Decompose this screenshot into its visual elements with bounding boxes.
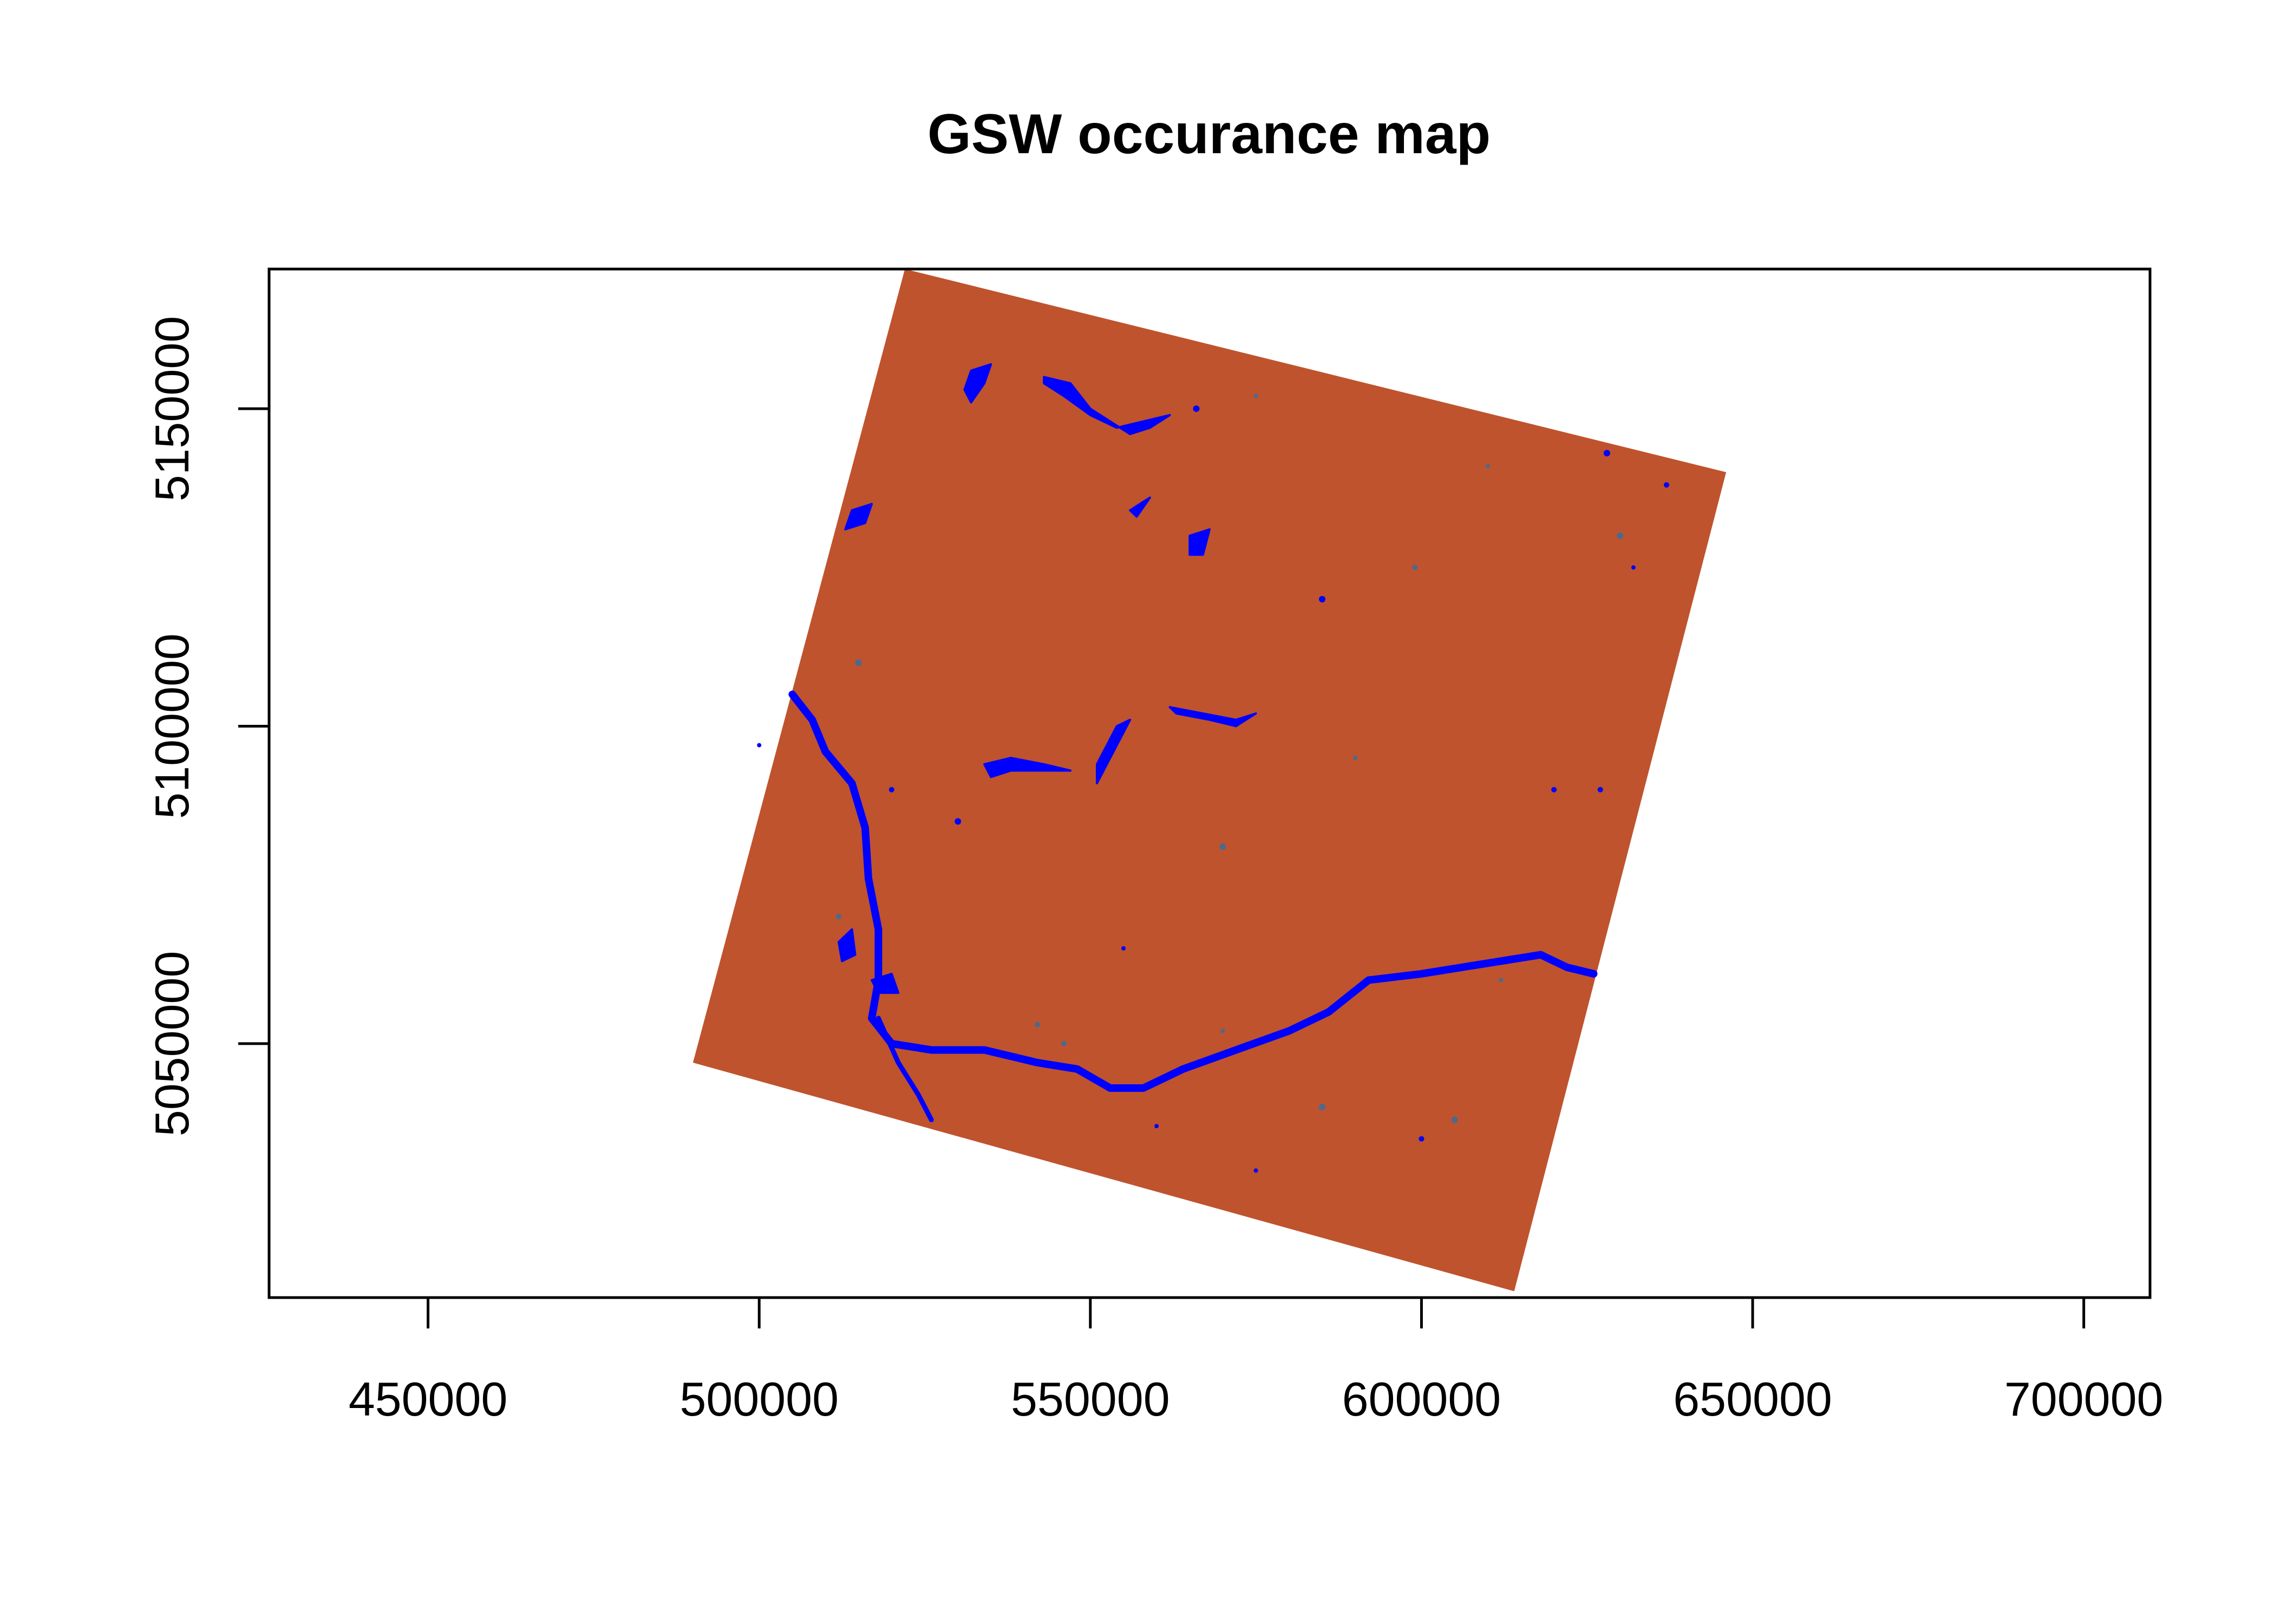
lake-water <box>1168 706 1257 728</box>
river-water <box>875 1016 934 1123</box>
lake-water <box>1096 718 1132 784</box>
water-speck <box>888 787 894 793</box>
x-tick-label: 450000 <box>349 1372 508 1426</box>
lake-water <box>844 503 873 531</box>
x-tick-label: 700000 <box>2004 1372 2164 1426</box>
water-speck <box>1061 1040 1067 1046</box>
water-speck <box>1664 482 1669 488</box>
water-speck <box>1412 565 1418 571</box>
y-tick-label: 5100000 <box>145 633 199 819</box>
water-speck <box>955 818 962 825</box>
water-speck <box>855 659 862 666</box>
water-speck <box>1551 787 1557 793</box>
water-speck <box>1499 978 1504 983</box>
x-tick-label: 550000 <box>1011 1372 1170 1426</box>
map-title: GSW occurance map <box>927 103 1491 166</box>
land-raster-footprint <box>692 269 1727 1292</box>
water-speck <box>1451 1116 1458 1123</box>
water-speck <box>1253 1168 1258 1173</box>
plot-region <box>692 269 1727 1292</box>
water-speck <box>1603 450 1610 457</box>
water-speck <box>1220 1029 1225 1033</box>
water-speck <box>1219 843 1226 850</box>
water-speck <box>1319 595 1325 603</box>
water-speck <box>1121 946 1126 951</box>
water-speck <box>1485 463 1490 468</box>
water-speck <box>1319 1104 1325 1111</box>
raster-layer <box>692 269 1727 1292</box>
x-tick-label: 650000 <box>1673 1372 1832 1426</box>
lake-water <box>871 972 900 994</box>
lake-water <box>838 928 857 962</box>
water-speck <box>1631 565 1636 570</box>
water-speck <box>1597 787 1603 793</box>
lake-water <box>963 363 992 404</box>
water-speck <box>757 743 762 748</box>
x-tick-label: 600000 <box>1342 1372 1501 1426</box>
water-speck <box>1193 405 1200 412</box>
water-speck <box>1253 394 1258 398</box>
y-tick-label: 5150000 <box>145 316 199 502</box>
lake-water <box>1043 376 1171 435</box>
x-axis: 450000 500000 550000 600000 650000 700000 <box>349 1296 2164 1426</box>
river-water <box>788 690 1598 1092</box>
y-tick-label: 5050000 <box>145 951 199 1137</box>
y-axis: 5050000 5100000 5150000 <box>145 316 271 1137</box>
water-speck <box>1154 1124 1159 1129</box>
water-speck <box>1617 532 1624 539</box>
water-speck <box>1353 756 1358 761</box>
water-speck <box>1419 1136 1424 1142</box>
water-speck <box>836 914 841 920</box>
lake-water <box>1129 496 1151 518</box>
lake-water <box>983 757 1072 778</box>
lake-water <box>1188 528 1211 556</box>
water-speck <box>1035 1021 1040 1027</box>
x-tick-label: 500000 <box>679 1372 839 1426</box>
